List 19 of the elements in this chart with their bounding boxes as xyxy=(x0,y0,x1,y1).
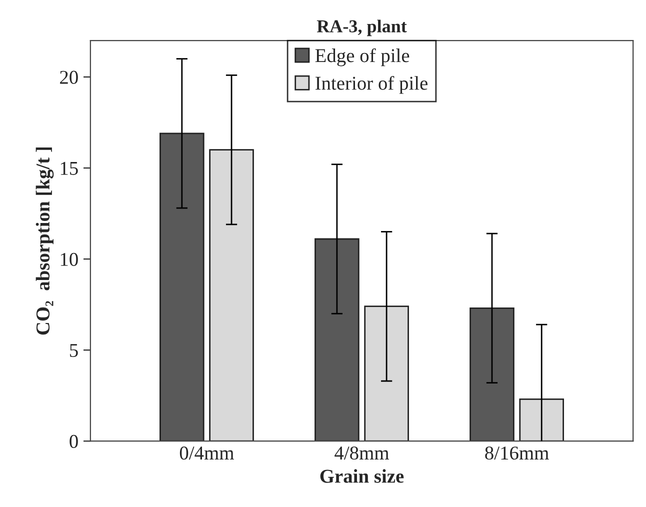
y-tick-label: 10 xyxy=(60,252,78,266)
bar xyxy=(314,238,360,442)
legend-label: Interior of pile xyxy=(315,76,428,94)
y-tick-label: 15 xyxy=(60,162,78,175)
chart-title: RA-3, plant xyxy=(316,20,407,36)
bar xyxy=(364,306,409,442)
y-tick-label: 0 xyxy=(70,434,78,448)
y-tick-label: 5 xyxy=(70,344,78,357)
legend-label: Edge of pile xyxy=(315,48,410,66)
bar xyxy=(519,398,564,442)
y-tick-label: 20 xyxy=(60,70,78,84)
bar xyxy=(470,307,514,442)
y-axis-title: CO₂ absorption [kg/t ] xyxy=(36,148,54,335)
x-axis-title: Grain size xyxy=(320,469,404,483)
bar xyxy=(160,132,204,442)
x-tick-label: 4/8mm xyxy=(334,446,390,460)
bar xyxy=(209,149,254,442)
x-tick-label: 0/4mm xyxy=(180,446,234,460)
x-tick-label: 8/16mm xyxy=(485,446,549,460)
